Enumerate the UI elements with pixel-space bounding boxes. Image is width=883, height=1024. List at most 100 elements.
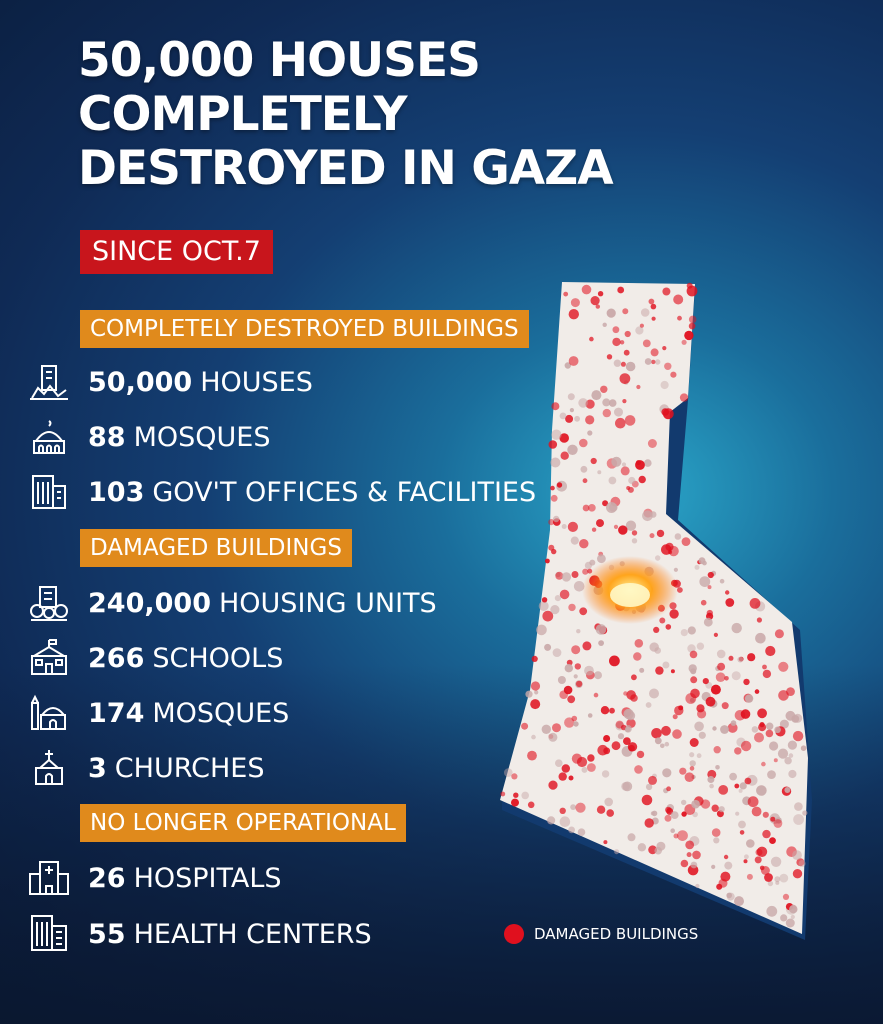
- damage-dot: [718, 806, 725, 813]
- damage-dot: [731, 671, 741, 681]
- damage-dot: [568, 309, 579, 320]
- damage-dot: [707, 776, 715, 783]
- damage-dot: [770, 816, 776, 822]
- damage-dot: [603, 747, 611, 755]
- damage-dot: [573, 674, 578, 679]
- damage-dot: [596, 805, 606, 814]
- damage-dot: [728, 655, 734, 661]
- damage-dot: [602, 408, 611, 418]
- stat-row-housing-units: 240,000 HOUSING UNITS: [28, 583, 437, 623]
- damage-dot: [622, 399, 627, 404]
- damage-dot: [729, 772, 737, 781]
- damage-dot: [521, 791, 529, 800]
- damage-dot: [747, 796, 759, 808]
- damage-dot: [673, 567, 678, 572]
- damage-dot: [587, 430, 593, 436]
- damage-dot: [782, 893, 790, 901]
- damage-dot: [585, 399, 595, 409]
- damage-dot: [649, 688, 659, 699]
- damage-dot: [743, 859, 748, 864]
- damage-dot: [606, 354, 613, 360]
- damage-dot: [581, 766, 588, 773]
- damage-dot: [626, 690, 636, 700]
- damage-dot: [684, 330, 694, 341]
- damage-dot: [561, 572, 572, 582]
- damage-dot: [694, 564, 700, 570]
- damage-dot: [620, 361, 626, 367]
- damage-dot: [538, 601, 549, 611]
- damage-dot: [785, 918, 795, 928]
- damage-dot: [568, 775, 574, 781]
- damage-dot: [734, 783, 740, 789]
- damage-dot: [612, 337, 621, 347]
- damage-dot: [765, 729, 774, 738]
- damage-dot: [595, 304, 600, 309]
- damage-dot: [655, 555, 661, 561]
- damage-dot: [668, 550, 673, 555]
- damage-dot: [555, 759, 563, 767]
- damage-dot: [500, 791, 506, 797]
- damage-dot: [670, 828, 675, 833]
- damage-dot: [642, 510, 653, 522]
- damage-dot: [542, 610, 554, 622]
- damage-dot: [698, 731, 706, 739]
- stat-number: 26: [88, 862, 126, 894]
- damage-dot: [747, 653, 756, 662]
- damage-dot: [743, 678, 750, 686]
- title-line-1: 50,000 HOUSES: [78, 33, 481, 88]
- stat-row-hospitals: 26 HOSPITALS: [28, 858, 282, 898]
- damage-dot: [567, 695, 576, 704]
- mosque-icon: [33, 420, 65, 454]
- stat-number: 266: [88, 642, 145, 674]
- damage-dot: [655, 666, 664, 675]
- damage-dot: [677, 315, 682, 321]
- damage-dot: [577, 828, 586, 836]
- damage-dot: [679, 767, 687, 775]
- damage-dot: [621, 462, 627, 467]
- damage-dot: [719, 578, 725, 584]
- damage-dot: [688, 322, 696, 330]
- damage-dot: [597, 291, 604, 297]
- damage-dot: [654, 846, 662, 855]
- damage-dot: [749, 598, 761, 609]
- damage-dot: [619, 340, 625, 345]
- damage-dot: [789, 905, 798, 914]
- damage-dot: [580, 465, 588, 473]
- damage-dot: [790, 914, 795, 920]
- damage-dot: [611, 741, 621, 751]
- damage-dot: [788, 769, 797, 779]
- damage-dot: [711, 804, 719, 812]
- damage-dot: [717, 662, 726, 671]
- damage-dot: [617, 286, 625, 294]
- damage-dot: [702, 678, 709, 685]
- damage-dot: [602, 398, 611, 407]
- damage-dot: [664, 741, 670, 747]
- damage-dot: [578, 398, 588, 408]
- damage-dot: [582, 641, 592, 651]
- damage-dot: [606, 502, 617, 513]
- damage-dot: [608, 399, 617, 407]
- health-center-icon: [31, 915, 67, 951]
- stat-row-mosques-destroyed: 88 MOSQUES: [28, 417, 270, 457]
- stat-row-houses: 50,000 HOUSES: [28, 362, 313, 402]
- damage-dot: [687, 626, 696, 635]
- damage-dot: [525, 690, 533, 698]
- damage-dot: [551, 429, 562, 440]
- damage-dot: [570, 804, 576, 810]
- damage-dot: [631, 538, 638, 544]
- damage-dot: [788, 753, 794, 758]
- damage-dot: [624, 415, 636, 426]
- damage-dot: [672, 714, 678, 720]
- damage-dot: [762, 669, 772, 679]
- damage-dot: [609, 655, 620, 667]
- damage-dot: [677, 830, 688, 841]
- damage-dot: [573, 721, 579, 727]
- damage-dot: [622, 308, 629, 315]
- gaza-damage-map: [500, 282, 812, 940]
- damage-dot: [726, 892, 732, 899]
- damage-dot: [724, 861, 733, 870]
- damage-dot: [527, 801, 535, 809]
- damage-dot: [631, 674, 637, 681]
- damage-dot: [531, 655, 538, 662]
- damage-dot: [767, 770, 776, 779]
